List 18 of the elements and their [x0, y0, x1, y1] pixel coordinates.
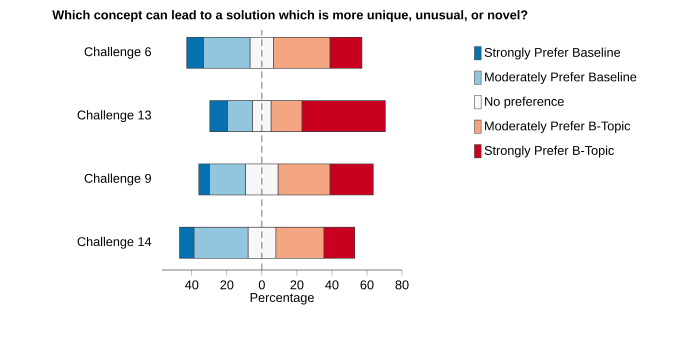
legend-label: Moderately Prefer B-Topic: [485, 121, 630, 133]
legend-label: Strongly Prefer Baseline: [484, 48, 620, 60]
x-tick-label: 40: [325, 280, 338, 290]
legend-label: No preference: [485, 96, 564, 108]
y-tick-label: Challenge 13: [78, 110, 152, 122]
x-tick-label: 80: [396, 280, 409, 290]
x-tick-label: 20: [290, 280, 304, 290]
y-tick-label: Challenge 6: [84, 46, 152, 59]
x-tick-label: 0: [258, 280, 265, 290]
x-tick-label: 40: [185, 280, 198, 290]
chart-title: Which concept can lead to a solution which is more unique, unusual, or novel?: [52, 10, 528, 22]
y-tick-label: Challenge 14: [78, 236, 152, 249]
x-tick-label: 60: [360, 280, 374, 290]
x-axis-title: Percentage: [250, 293, 314, 305]
legend-label: Strongly Prefer B-Topic: [484, 146, 614, 158]
y-tick-label: Challenge 9: [84, 174, 151, 186]
x-tick-label: 20: [220, 280, 234, 290]
legend-label: Moderately Prefer Baseline: [485, 72, 636, 84]
